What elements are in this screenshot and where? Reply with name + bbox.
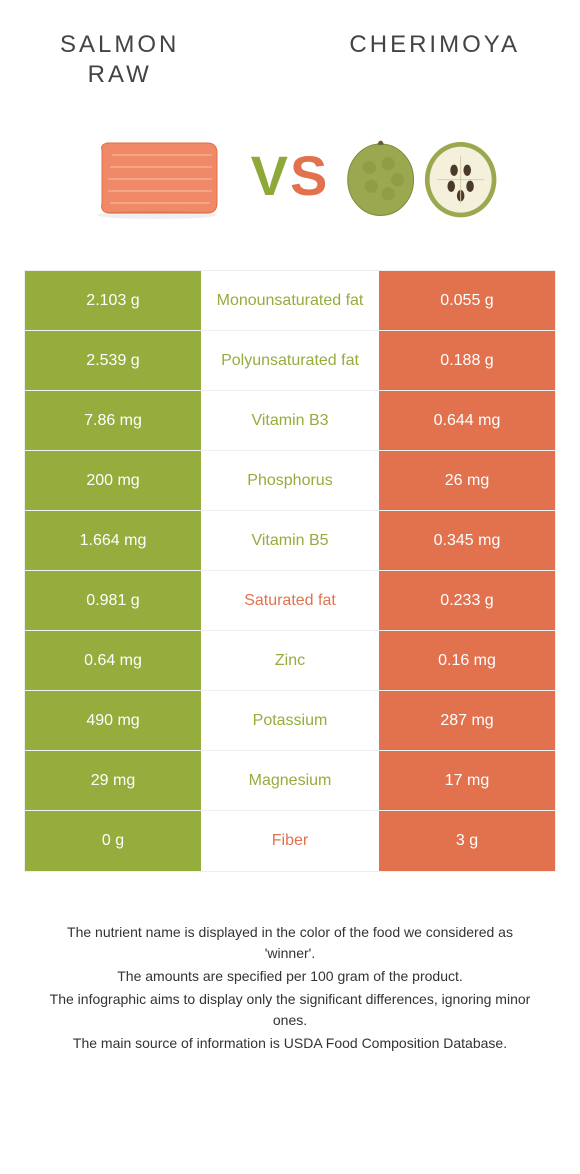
table-row: 2.103 gMonounsaturated fat0.055 g xyxy=(25,271,555,331)
left-food-title: SALMON RAW xyxy=(60,30,179,90)
right-value: 0.16 mg xyxy=(379,631,555,690)
vs-label: VS xyxy=(247,143,334,208)
table-row: 2.539 gPolyunsaturated fat0.188 g xyxy=(25,331,555,391)
table-row: 490 mgPotassium287 mg xyxy=(25,691,555,751)
table-row: 200 mgPhosphorus26 mg xyxy=(25,451,555,511)
nutrient-label: Magnesium xyxy=(201,751,379,810)
table-row: 0 gFiber3 g xyxy=(25,811,555,871)
footer-line: The amounts are specified per 100 gram o… xyxy=(40,966,540,987)
left-value: 2.539 g xyxy=(25,331,201,390)
right-value: 17 mg xyxy=(379,751,555,810)
nutrient-label: Vitamin B3 xyxy=(201,391,379,450)
left-value: 0.64 mg xyxy=(25,631,201,690)
left-value: 1.664 mg xyxy=(25,511,201,570)
header: SALMON RAW CHERIMOYA xyxy=(0,0,580,110)
table-row: 0.64 mgZinc0.16 mg xyxy=(25,631,555,691)
right-value: 0.644 mg xyxy=(379,391,555,450)
images-row: VS xyxy=(0,110,580,270)
left-value: 200 mg xyxy=(25,451,201,510)
right-value: 3 g xyxy=(379,811,555,871)
nutrient-label: Vitamin B5 xyxy=(201,511,379,570)
nutrient-table: 2.103 gMonounsaturated fat0.055 g2.539 g… xyxy=(24,270,556,872)
left-value: 29 mg xyxy=(25,751,201,810)
right-value: 287 mg xyxy=(379,691,555,750)
nutrient-label: Saturated fat xyxy=(201,571,379,630)
left-value: 490 mg xyxy=(25,691,201,750)
nutrient-label: Phosphorus xyxy=(201,451,379,510)
footer-line: The nutrient name is displayed in the co… xyxy=(40,922,540,964)
nutrient-label: Monounsaturated fat xyxy=(201,271,379,330)
nutrient-label: Fiber xyxy=(201,811,379,871)
right-value: 26 mg xyxy=(379,451,555,510)
right-value: 0.055 g xyxy=(379,271,555,330)
right-value: 0.345 mg xyxy=(379,511,555,570)
nutrient-label: Polyunsaturated fat xyxy=(201,331,379,390)
left-value: 0.981 g xyxy=(25,571,201,630)
table-row: 0.981 gSaturated fat0.233 g xyxy=(25,571,555,631)
left-value: 0 g xyxy=(25,811,201,871)
left-value: 2.103 g xyxy=(25,271,201,330)
right-food-title: CHERIMOYA xyxy=(349,30,520,90)
table-row: 29 mgMagnesium17 mg xyxy=(25,751,555,811)
left-value: 7.86 mg xyxy=(25,391,201,450)
right-value: 0.233 g xyxy=(379,571,555,630)
footer-notes: The nutrient name is displayed in the co… xyxy=(0,872,580,1056)
right-value: 0.188 g xyxy=(379,331,555,390)
nutrient-label: Zinc xyxy=(201,631,379,690)
footer-line: The infographic aims to display only the… xyxy=(40,989,540,1031)
table-row: 1.664 mgVitamin B50.345 mg xyxy=(25,511,555,571)
footer-line: The main source of information is USDA F… xyxy=(40,1033,540,1054)
nutrient-label: Potassium xyxy=(201,691,379,750)
cherimoya-image xyxy=(343,120,503,230)
salmon-image xyxy=(77,120,237,230)
table-row: 7.86 mgVitamin B30.644 mg xyxy=(25,391,555,451)
